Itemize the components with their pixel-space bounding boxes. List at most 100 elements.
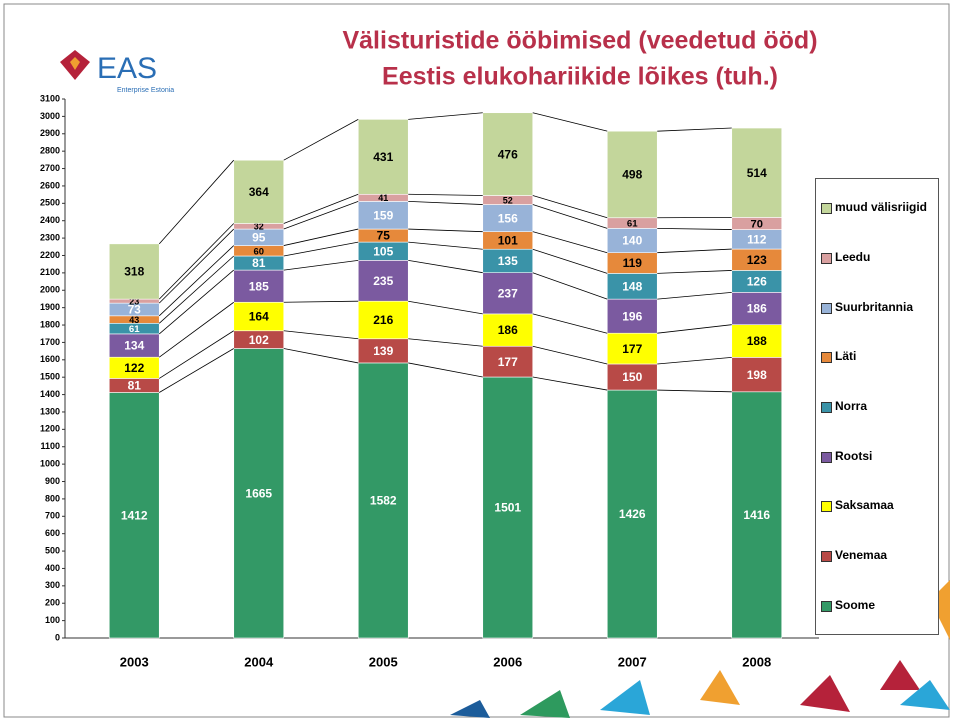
connector-line [158, 223, 235, 300]
legend-item: Leedu [816, 250, 938, 264]
bar-segment [233, 159, 285, 224]
connector-line [408, 241, 483, 250]
connector-line [532, 313, 608, 334]
value-label: 164 [249, 310, 269, 324]
value-label: 75 [377, 229, 391, 243]
y-tick-label: 3100 [40, 93, 60, 103]
legend-swatch [821, 550, 832, 562]
connector-line [159, 330, 234, 379]
value-label: 112 [747, 232, 767, 246]
y-tick-label: 2100 [40, 267, 60, 277]
value-label: 177 [498, 355, 518, 369]
y-tick-label: 1500 [40, 372, 60, 382]
y-tick-label: 400 [45, 563, 60, 573]
y-tick-label: 700 [45, 511, 60, 521]
bar-segment [357, 260, 409, 302]
legend-item: Suurbritannia [816, 299, 938, 314]
bar-segment [482, 112, 534, 196]
value-label: 52 [503, 195, 513, 205]
connector-line [408, 338, 483, 347]
bar-segment [482, 272, 534, 315]
value-label: 81 [128, 379, 142, 393]
legend-label: Suurbritannia [835, 299, 914, 314]
bar-segment [606, 130, 658, 219]
bar-segment [606, 389, 658, 639]
bar-segment [731, 324, 783, 358]
y-tick-label: 1000 [40, 459, 60, 469]
value-label: 476 [498, 147, 518, 161]
value-label: 119 [623, 256, 643, 270]
x-tick-label: 2007 [618, 654, 647, 669]
y-tick-label: 1800 [40, 319, 60, 329]
connector-line [283, 228, 359, 246]
value-label: 188 [747, 334, 767, 348]
value-label: 81 [252, 256, 266, 270]
value-label: 70 [751, 218, 763, 230]
value-label: 196 [622, 309, 642, 323]
y-tick-label: 100 [45, 615, 60, 625]
value-label: 1426 [619, 507, 646, 521]
chart-subtitle: Eestis elukohariikide lõikes (tuh.) [382, 63, 778, 91]
connector-line [158, 159, 235, 245]
connector-line [408, 228, 483, 233]
legend-label: muud välisriigid [835, 200, 928, 215]
y-tick-label: 500 [45, 545, 60, 555]
connector-line [657, 248, 732, 254]
value-label: 123 [747, 253, 767, 267]
connector-line [158, 269, 235, 335]
connector-line [283, 348, 359, 364]
bar-segment [731, 357, 783, 393]
connector-line [532, 272, 608, 300]
bar-segment [482, 204, 534, 232]
y-tick-label: 2000 [40, 285, 60, 295]
connector-line [532, 248, 608, 274]
connector-line [532, 376, 608, 391]
value-label: 122 [124, 361, 144, 375]
connector-line [657, 127, 732, 132]
legend-swatch [821, 352, 832, 364]
value-label: 102 [249, 333, 269, 347]
y-tick-label: 2500 [40, 198, 60, 208]
value-label: 23 [129, 297, 139, 307]
x-tick-label: 2005 [369, 654, 398, 669]
connector-line [408, 362, 483, 378]
y-tick-label: 1600 [40, 354, 60, 364]
bar-segment [233, 348, 285, 639]
value-label: 498 [622, 168, 642, 182]
value-label: 237 [498, 286, 518, 300]
connector-line [159, 301, 234, 358]
value-label: 140 [622, 234, 642, 248]
value-label: 61 [627, 219, 638, 230]
value-label: 105 [373, 244, 393, 258]
legend-label: Norra [835, 398, 868, 413]
value-label: 134 [124, 339, 144, 353]
connector-line [283, 300, 359, 303]
bar-segment [606, 298, 658, 334]
connector-line [408, 259, 483, 274]
connector-line [158, 228, 235, 304]
y-tick-label: 2200 [40, 250, 60, 260]
connector-line [408, 300, 483, 315]
connector-line [159, 348, 234, 393]
value-label: 101 [498, 234, 518, 248]
value-label: 61 [129, 324, 140, 335]
y-tick-label: 800 [45, 493, 60, 503]
value-label: 364 [249, 185, 269, 199]
connector-line [283, 193, 359, 224]
connector-line [532, 204, 608, 229]
legend-swatch [821, 252, 832, 264]
connector-line [532, 195, 608, 219]
y-tick-label: 600 [45, 528, 60, 538]
value-label: 135 [498, 254, 518, 268]
legend-item: Soome [816, 598, 938, 612]
bar-segment [357, 119, 409, 195]
value-label: 318 [124, 265, 144, 279]
y-tick-label: 0 [55, 632, 60, 642]
y-tick-label: 3000 [40, 111, 60, 121]
connector-line [657, 356, 732, 365]
y-tick-label: 2300 [40, 232, 60, 242]
connector-line [283, 241, 359, 257]
bar-segment [233, 301, 285, 332]
